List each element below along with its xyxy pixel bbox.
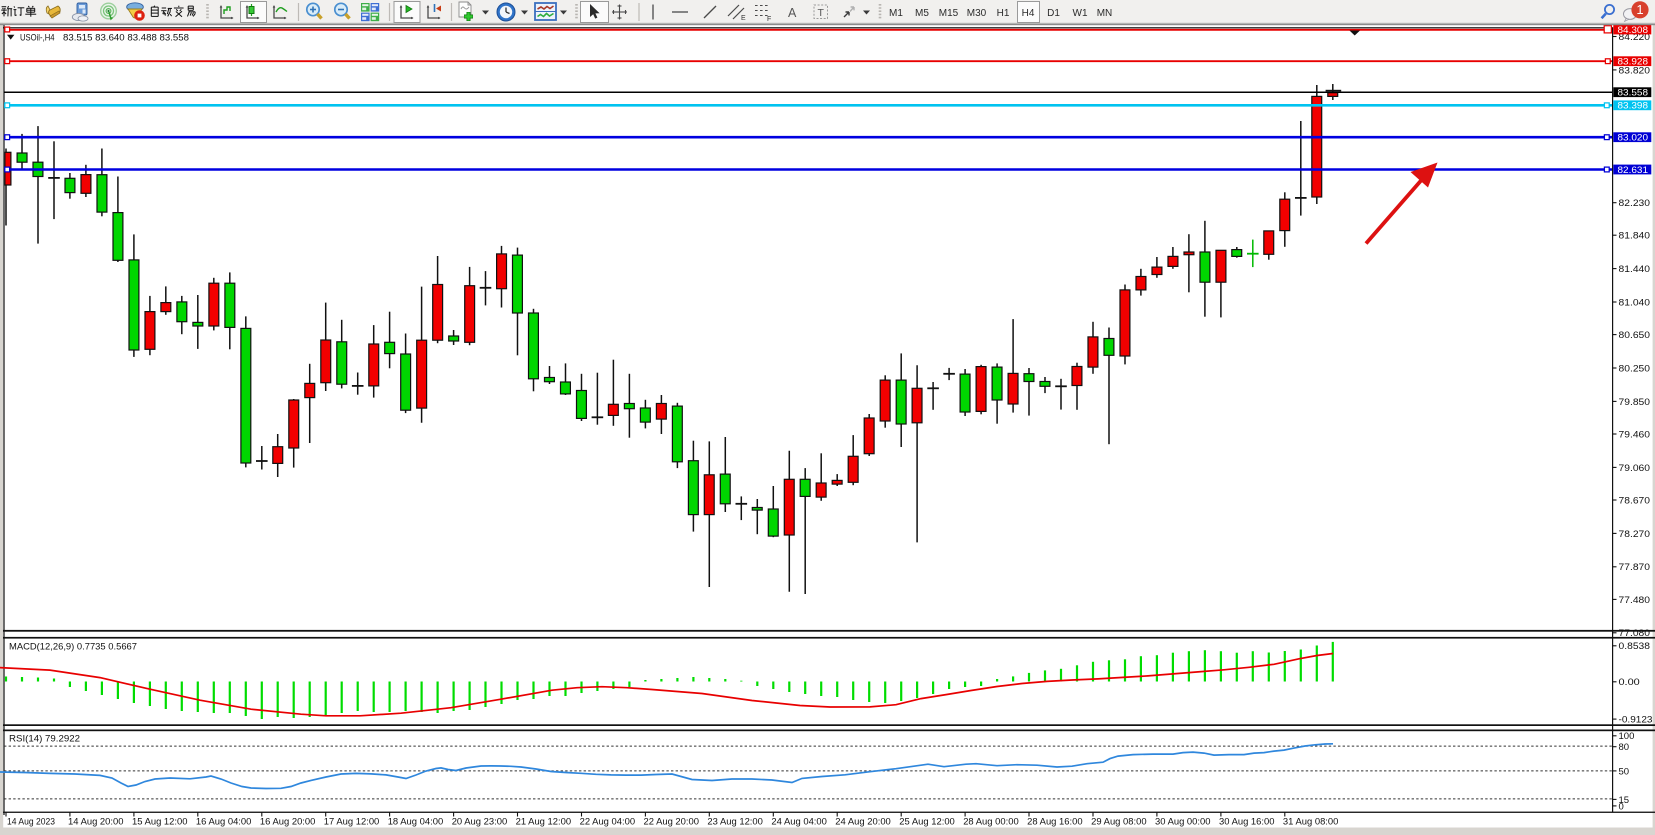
svg-text:83.020: 83.020 bbox=[1618, 133, 1649, 144]
svg-text:81.840: 81.840 bbox=[1619, 231, 1651, 242]
svg-text:H4: H4 bbox=[1022, 8, 1035, 19]
svg-text:16 Aug 20:00: 16 Aug 20:00 bbox=[260, 816, 316, 827]
svg-text:79.060: 79.060 bbox=[1619, 463, 1651, 474]
svg-text:20 Aug 23:00: 20 Aug 23:00 bbox=[452, 816, 508, 827]
svg-text:100: 100 bbox=[1619, 731, 1635, 742]
svg-text:F: F bbox=[767, 16, 771, 23]
svg-text:77.870: 77.870 bbox=[1619, 562, 1651, 573]
svg-text:79.850: 79.850 bbox=[1619, 397, 1651, 408]
svg-text:0.8538: 0.8538 bbox=[1619, 641, 1651, 652]
svg-text:14 Aug 20:00: 14 Aug 20:00 bbox=[68, 816, 124, 827]
svg-text:30 Aug 16:00: 30 Aug 16:00 bbox=[1219, 816, 1275, 827]
svg-text:T: T bbox=[818, 7, 825, 19]
svg-text:83.515 83.640 83.488 83.558: 83.515 83.640 83.488 83.558 bbox=[63, 33, 189, 44]
svg-text:82.230: 82.230 bbox=[1619, 198, 1651, 209]
svg-text:MACD(12,26,9) 0.7735 0.5667: MACD(12,26,9) 0.7735 0.5667 bbox=[9, 642, 137, 653]
svg-text:W1: W1 bbox=[1073, 8, 1088, 19]
svg-text:MN: MN bbox=[1097, 8, 1113, 19]
svg-text:82.631: 82.631 bbox=[1618, 165, 1649, 176]
svg-text:80.650: 80.650 bbox=[1619, 330, 1651, 341]
svg-text:14 Aug 2023: 14 Aug 2023 bbox=[7, 816, 55, 827]
svg-text:USOil-,H4: USOil-,H4 bbox=[20, 33, 55, 44]
svg-text:M1: M1 bbox=[889, 8, 903, 19]
svg-text:18 Aug 04:00: 18 Aug 04:00 bbox=[388, 816, 444, 827]
svg-text:D1: D1 bbox=[1047, 8, 1060, 19]
svg-text:28 Aug 00:00: 28 Aug 00:00 bbox=[963, 816, 1019, 827]
svg-text:79.460: 79.460 bbox=[1619, 429, 1651, 440]
svg-text:83.928: 83.928 bbox=[1618, 57, 1649, 68]
svg-text:25 Aug 12:00: 25 Aug 12:00 bbox=[899, 816, 955, 827]
svg-text:A: A bbox=[788, 6, 797, 20]
svg-text:21 Aug 12:00: 21 Aug 12:00 bbox=[516, 816, 572, 827]
svg-text:M15: M15 bbox=[939, 8, 959, 19]
svg-text:81.440: 81.440 bbox=[1619, 264, 1651, 275]
svg-text:15 Aug 12:00: 15 Aug 12:00 bbox=[132, 816, 188, 827]
svg-text:M30: M30 bbox=[967, 8, 987, 19]
svg-text:17 Aug 12:00: 17 Aug 12:00 bbox=[324, 816, 380, 827]
svg-text:77.480: 77.480 bbox=[1619, 595, 1651, 606]
svg-text:83.558: 83.558 bbox=[1618, 88, 1649, 99]
svg-text:78.670: 78.670 bbox=[1619, 495, 1651, 506]
svg-text:31 Aug 08:00: 31 Aug 08:00 bbox=[1283, 816, 1339, 827]
svg-text:-0.9123: -0.9123 bbox=[1619, 715, 1653, 726]
svg-text:22 Aug 20:00: 22 Aug 20:00 bbox=[644, 816, 700, 827]
svg-text:81.040: 81.040 bbox=[1619, 297, 1651, 308]
svg-text:78.270: 78.270 bbox=[1619, 529, 1651, 540]
svg-text:50: 50 bbox=[1619, 766, 1630, 777]
svg-text:0: 0 bbox=[1619, 801, 1624, 812]
svg-text:84.220: 84.220 bbox=[1619, 32, 1651, 43]
svg-text:28 Aug 16:00: 28 Aug 16:00 bbox=[1027, 816, 1083, 827]
svg-text:80.250: 80.250 bbox=[1619, 363, 1651, 374]
svg-text:29 Aug 08:00: 29 Aug 08:00 bbox=[1091, 816, 1147, 827]
svg-text:H1: H1 bbox=[997, 8, 1010, 19]
svg-text:M5: M5 bbox=[915, 8, 929, 19]
svg-text:83.820: 83.820 bbox=[1619, 65, 1651, 76]
svg-text:30 Aug 00:00: 30 Aug 00:00 bbox=[1155, 816, 1211, 827]
svg-text:77.080: 77.080 bbox=[1619, 628, 1651, 639]
svg-text:84.308: 84.308 bbox=[1618, 25, 1649, 36]
svg-text:22 Aug 04:00: 22 Aug 04:00 bbox=[580, 816, 636, 827]
svg-text:16 Aug 04:00: 16 Aug 04:00 bbox=[196, 816, 252, 827]
svg-text:15: 15 bbox=[1619, 795, 1630, 806]
svg-text:RSI(14) 79.2922: RSI(14) 79.2922 bbox=[9, 734, 80, 745]
svg-text:23 Aug 12:00: 23 Aug 12:00 bbox=[707, 816, 763, 827]
svg-text:0.00: 0.00 bbox=[1619, 677, 1640, 688]
svg-text:24 Aug 04:00: 24 Aug 04:00 bbox=[771, 816, 827, 827]
svg-text:1: 1 bbox=[1636, 2, 1643, 17]
svg-text:E: E bbox=[741, 15, 746, 22]
svg-text:80: 80 bbox=[1619, 742, 1630, 753]
svg-text:24 Aug 20:00: 24 Aug 20:00 bbox=[835, 816, 891, 827]
svg-text:83.398: 83.398 bbox=[1618, 101, 1649, 112]
